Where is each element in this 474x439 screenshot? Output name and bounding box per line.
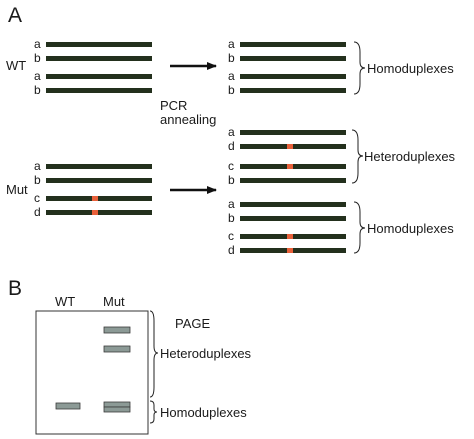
strand-letter: a	[228, 69, 235, 83]
strand-bar	[46, 164, 152, 169]
strand-bar	[240, 130, 346, 135]
mut-label: Mut	[6, 182, 28, 197]
strand-letter: a	[34, 37, 41, 51]
gel-band	[103, 401, 131, 408]
mut-input-group: a b Mut c d	[6, 159, 152, 219]
product-group-3: a b c d Homoduplexes	[228, 197, 454, 257]
strand-bar	[46, 210, 152, 215]
strand-letter: b	[34, 173, 41, 187]
mutation-mark	[287, 248, 293, 253]
panel-a-label: A	[8, 4, 22, 27]
strand-letter: a	[228, 197, 235, 211]
strand-bar	[240, 202, 346, 207]
panel-b-label: B	[8, 277, 22, 300]
brace-icon	[353, 201, 366, 254]
strand-letter: b	[34, 51, 41, 65]
strand-bar	[240, 42, 346, 47]
strand-letter: d	[34, 205, 41, 219]
gel-band	[55, 402, 81, 410]
brace-icon	[149, 310, 159, 398]
strand-letter: d	[228, 139, 235, 153]
homo-label: Homoduplexes	[160, 405, 247, 420]
group-2-label: Heteroduplexes	[364, 149, 456, 164]
strand-letter: a	[228, 125, 235, 139]
wt-label: WT	[6, 58, 26, 73]
mutation-mark	[287, 164, 293, 169]
strand-letter: c	[34, 191, 40, 205]
process-label-line1: PCR	[160, 98, 187, 113]
strand-letter: c	[228, 229, 234, 243]
lane-wt-label: WT	[55, 294, 75, 309]
strand-letter: a	[34, 69, 41, 83]
mutation-mark	[287, 234, 293, 239]
brace-icon	[353, 41, 366, 95]
strand-bar	[46, 178, 152, 183]
strand-bar	[240, 88, 346, 93]
strand-letter: b	[228, 83, 235, 97]
strand-letter: a	[34, 159, 41, 173]
process-label-line2: annealing	[160, 112, 216, 127]
brace-icon	[149, 400, 158, 424]
strand-bar	[240, 216, 346, 221]
group-1-label: Homoduplexes	[367, 61, 454, 76]
hetero-label: Heteroduplexes	[160, 346, 252, 361]
mutation-mark	[287, 144, 293, 149]
strand-letter: c	[228, 159, 234, 173]
gel-band	[103, 326, 131, 334]
brace-icon	[351, 129, 364, 184]
strand-letter: b	[228, 173, 235, 187]
gel-band	[103, 345, 131, 353]
mutation-mark	[92, 196, 98, 201]
wt-input-group: WT a b a b	[6, 37, 152, 97]
strand-letter: b	[34, 83, 41, 97]
strand-bar	[46, 74, 152, 79]
gel-outline	[35, 310, 149, 435]
lane-mut-label: Mut	[103, 294, 125, 309]
gel-title: PAGE	[175, 316, 210, 331]
strand-bar	[240, 178, 346, 183]
strand-bar	[240, 56, 346, 61]
mutation-mark	[92, 210, 98, 215]
strand-letter: d	[228, 243, 235, 257]
product-group-2: a d c b Heteroduplexes	[228, 125, 456, 187]
strand-bar	[46, 88, 152, 93]
strand-letter: b	[228, 211, 235, 225]
group-3-label: Homoduplexes	[367, 221, 454, 236]
product-group-1: a b a b Homoduplexes	[228, 37, 454, 97]
strand-letter: b	[228, 51, 235, 65]
strand-letter: a	[228, 37, 235, 51]
strand-bar	[240, 74, 346, 79]
gel-band	[103, 406, 131, 413]
strand-bar	[46, 56, 152, 61]
strand-bar	[46, 42, 152, 47]
strand-bar	[46, 196, 152, 201]
